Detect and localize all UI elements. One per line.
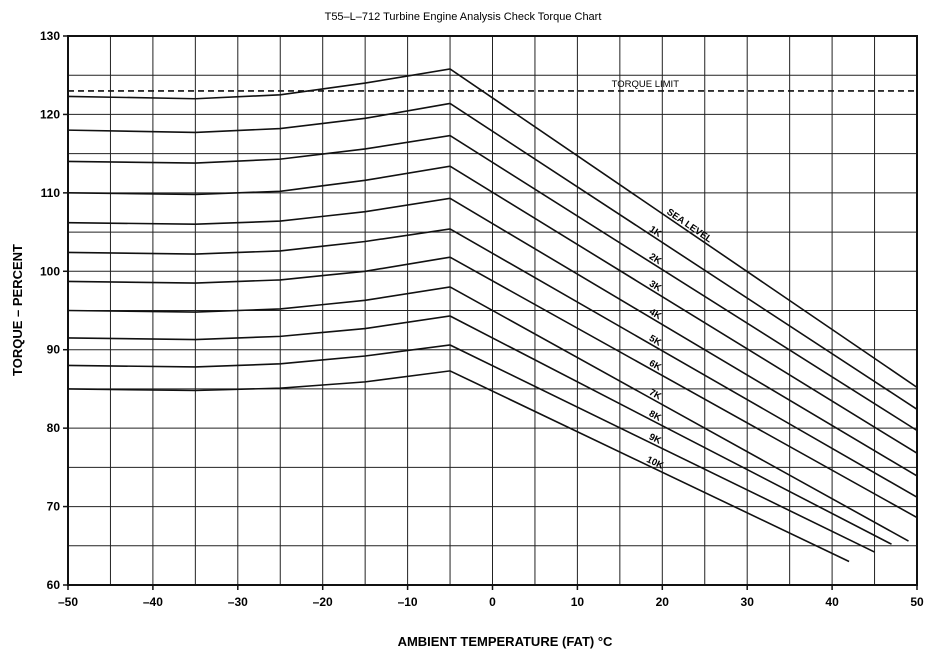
- curve-line: [67, 344, 875, 553]
- curve-line: [67, 134, 918, 432]
- ticks: –50 –40 –30 –20 –10 0 10 20 30 40 50 60 70 80 90 100 110…: [40, 29, 924, 609]
- x-tick-label: 0: [489, 595, 496, 609]
- y-tick-label: 80: [47, 421, 61, 435]
- curves: [67, 68, 918, 563]
- curve-line: [67, 228, 918, 498]
- curve-label: SEA LEVEL: [664, 207, 714, 246]
- curve-label: 6K: [647, 358, 663, 374]
- curve-label: 1K: [647, 224, 663, 240]
- curve-line: [67, 286, 909, 542]
- curve-line: [67, 370, 850, 563]
- curve-line: [67, 197, 918, 477]
- x-tick-label: 40: [825, 595, 839, 609]
- curve-label: 7K: [647, 387, 663, 403]
- x-tick-label: 30: [741, 595, 755, 609]
- torque-limit-label: TORQUE LIMIT: [612, 79, 680, 90]
- torque-limit: TORQUE LIMIT: [68, 79, 917, 92]
- x-tick-label: 10: [571, 595, 585, 609]
- y-tick-label: 130: [40, 29, 60, 43]
- curve-label: 9K: [647, 432, 663, 447]
- y-axis-title: TORQUE – PERCENT: [10, 244, 25, 376]
- x-tick-label: –20: [313, 595, 333, 609]
- curve-label: 8K: [647, 408, 663, 423]
- x-tick-label: –30: [228, 595, 248, 609]
- y-tick-label: 120: [40, 107, 60, 121]
- x-tick-label: –40: [143, 595, 163, 609]
- x-tick-label: –50: [58, 595, 78, 609]
- curve-label: 4K: [647, 307, 663, 323]
- chart-title: T55–L–712 Turbine Engine Analysis Check …: [325, 11, 602, 23]
- curve-line: [67, 102, 918, 410]
- curve-label: 5K: [647, 333, 663, 349]
- y-tick-label: 110: [41, 186, 61, 200]
- x-tick-label: 20: [656, 595, 670, 609]
- x-tick-label: 50: [910, 595, 924, 609]
- curve-label: 3K: [647, 278, 663, 294]
- curve-line: [67, 68, 918, 389]
- y-tick-label: 60: [47, 578, 61, 592]
- y-tick-label: 90: [47, 343, 61, 357]
- y-tick-label: 100: [40, 264, 60, 278]
- curve-line: [67, 165, 918, 454]
- curve-line: [67, 256, 918, 519]
- curve-line: [67, 315, 892, 545]
- x-tick-label: –10: [398, 595, 418, 609]
- curve-label: 2K: [647, 251, 663, 267]
- x-axis-title: AMBIENT TEMPERATURE (FAT) °C: [398, 634, 613, 649]
- y-tick-label: 70: [47, 500, 61, 514]
